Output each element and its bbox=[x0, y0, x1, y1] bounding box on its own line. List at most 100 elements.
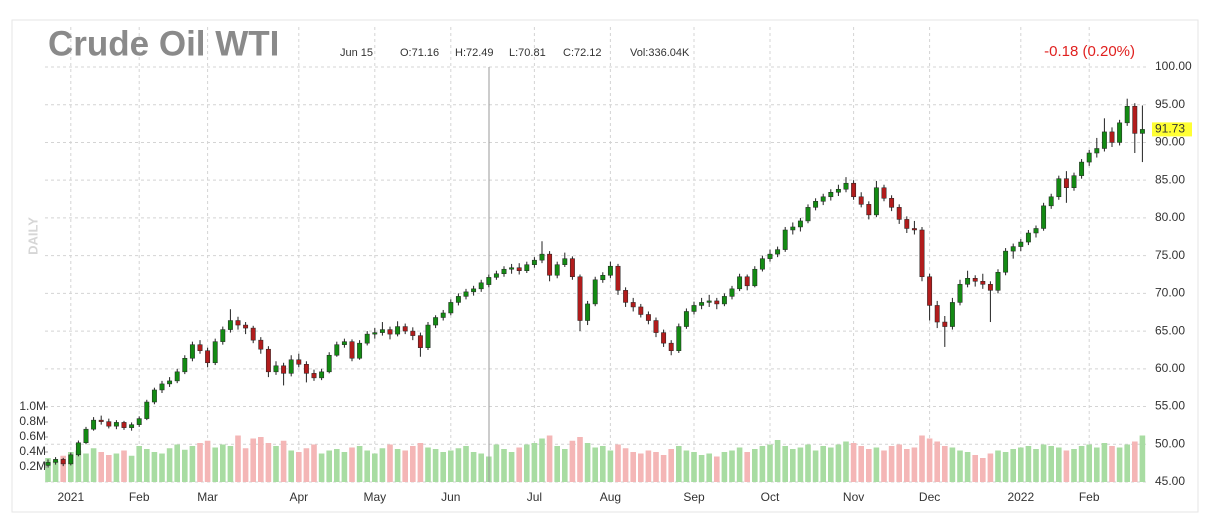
candle-body bbox=[607, 265, 613, 276]
candle-body bbox=[759, 258, 765, 270]
candle-body bbox=[113, 422, 119, 427]
volume-bar bbox=[417, 443, 424, 482]
candle-body bbox=[357, 342, 363, 359]
candle-body bbox=[212, 341, 218, 364]
volume-bar bbox=[676, 446, 682, 482]
volume-bar bbox=[106, 455, 112, 482]
volume-bar bbox=[493, 444, 500, 482]
candle-body bbox=[828, 192, 834, 198]
volume-bar bbox=[455, 448, 462, 482]
volume-bar bbox=[1002, 452, 1009, 482]
volume-bar bbox=[90, 448, 97, 482]
volume-bar bbox=[980, 458, 986, 482]
volume-bar bbox=[790, 449, 796, 482]
candle-body bbox=[1079, 161, 1085, 176]
candle-body bbox=[281, 365, 287, 374]
candle-body bbox=[889, 198, 895, 208]
candle-body bbox=[835, 188, 841, 193]
volume-bar bbox=[182, 449, 188, 482]
candle-body bbox=[965, 278, 971, 285]
volume-bar bbox=[1063, 450, 1070, 482]
volume-bar bbox=[744, 452, 750, 482]
candle-body bbox=[1139, 129, 1145, 134]
volume-bar bbox=[288, 450, 294, 482]
volume-bar bbox=[463, 446, 469, 482]
candle-body bbox=[851, 182, 857, 198]
high-label: H:72.49 bbox=[455, 47, 494, 59]
volume-bar bbox=[128, 455, 135, 482]
volume-bar bbox=[98, 452, 104, 482]
volume-bar bbox=[75, 450, 82, 482]
candle-body bbox=[98, 419, 104, 422]
volume-bar bbox=[873, 447, 880, 482]
volume-bar bbox=[440, 452, 446, 482]
candle-body bbox=[623, 290, 629, 303]
candle-body bbox=[539, 253, 545, 261]
volume-bar bbox=[83, 453, 89, 482]
candle-body bbox=[683, 311, 689, 327]
volume-bar bbox=[752, 449, 758, 482]
candle-body bbox=[372, 332, 378, 335]
volume-bar bbox=[843, 441, 849, 482]
candle-body bbox=[227, 320, 233, 330]
volume-bar bbox=[516, 447, 522, 482]
volume-bar bbox=[379, 448, 386, 482]
candle-body bbox=[987, 284, 993, 291]
volume-bar bbox=[121, 450, 127, 482]
volume-bar bbox=[828, 447, 834, 482]
volume-bar bbox=[334, 449, 340, 482]
y-tick-label: 75.00 bbox=[1155, 248, 1185, 262]
volume-bar bbox=[1018, 447, 1024, 482]
candle-body bbox=[1048, 196, 1054, 207]
y-tick-label: 50.00 bbox=[1155, 436, 1185, 450]
candle-body bbox=[1117, 122, 1123, 143]
volume-bar bbox=[1025, 446, 1032, 482]
candle-body bbox=[782, 229, 788, 250]
volume-bar bbox=[402, 450, 408, 482]
volume-bar bbox=[204, 440, 211, 482]
x-tick-label: 2021 bbox=[57, 490, 84, 504]
volume-bar bbox=[805, 444, 811, 482]
candle-body bbox=[729, 288, 735, 297]
candle-body bbox=[144, 401, 150, 419]
volume-bar bbox=[774, 440, 781, 482]
volume-bar bbox=[144, 449, 150, 482]
candles bbox=[45, 98, 1145, 468]
y-tick-label: 70.00 bbox=[1155, 286, 1185, 300]
volume-bar bbox=[607, 450, 614, 482]
candle-body bbox=[645, 314, 651, 321]
volume-bar bbox=[683, 450, 690, 482]
x-tick-label: Feb bbox=[1079, 490, 1100, 504]
candle-body bbox=[911, 228, 917, 231]
volume-bar bbox=[600, 446, 606, 482]
y-tick-label: 65.00 bbox=[1155, 323, 1185, 337]
volume-bar bbox=[136, 446, 142, 482]
candle-body bbox=[45, 462, 51, 466]
candle-body bbox=[68, 454, 74, 465]
candle-body bbox=[767, 253, 773, 259]
volume-bar bbox=[220, 444, 226, 482]
candle-body bbox=[691, 305, 697, 312]
volume-bar bbox=[904, 449, 910, 482]
candle-body bbox=[904, 219, 910, 229]
volume-bar bbox=[691, 452, 697, 482]
volume-bar bbox=[470, 452, 477, 482]
candle-body bbox=[106, 421, 112, 427]
candle-body bbox=[167, 380, 173, 385]
candle-body bbox=[349, 341, 355, 359]
volume-bar bbox=[250, 438, 256, 482]
x-tick-label: Aug bbox=[600, 490, 621, 504]
candle-body bbox=[805, 207, 811, 222]
volume-bar bbox=[227, 446, 234, 482]
candle-body bbox=[288, 359, 294, 374]
candle-body bbox=[592, 279, 598, 305]
y-tick-label: 45.00 bbox=[1155, 474, 1185, 488]
volume-bar bbox=[721, 452, 728, 482]
volume-bar bbox=[1040, 444, 1047, 482]
candle-body bbox=[341, 341, 347, 345]
candle-body bbox=[797, 220, 803, 228]
candle-body bbox=[737, 276, 743, 290]
candle-body bbox=[1025, 232, 1031, 243]
candle-body bbox=[843, 182, 849, 190]
